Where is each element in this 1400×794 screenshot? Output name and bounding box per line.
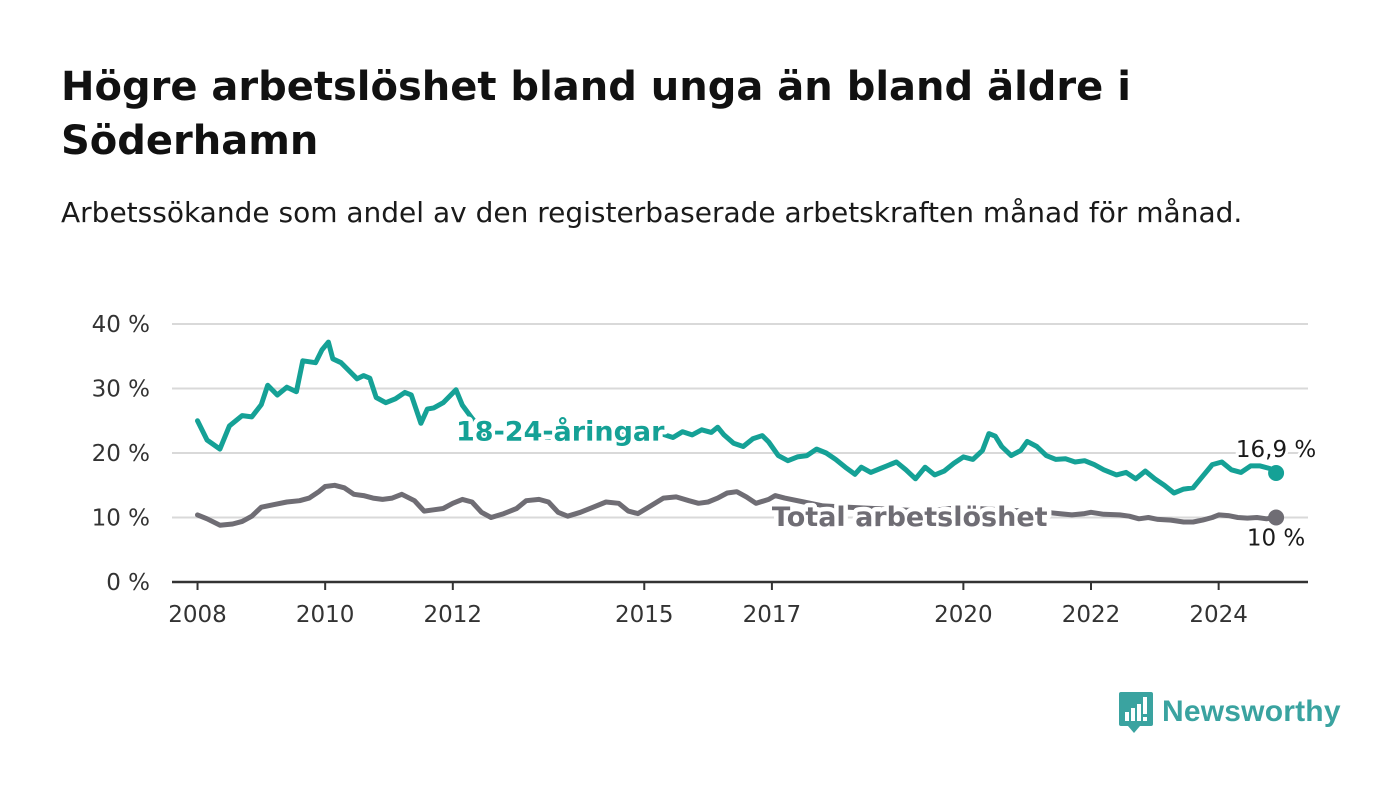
y-tick-label: 30 % — [92, 377, 150, 403]
x-tick-label: 2010 — [296, 602, 355, 628]
y-tick-label: 40 % — [92, 312, 150, 338]
chart-title: Högre arbetslöshet bland unga än bland ä… — [61, 64, 1131, 164]
newsworthy-logo-icon — [1119, 692, 1153, 733]
series-end-point — [1268, 509, 1285, 526]
series-lines — [195, 339, 1285, 528]
x-tick-label: 2020 — [934, 602, 993, 628]
y-tick-label: 0 % — [106, 570, 150, 596]
x-tick-label: 2022 — [1062, 602, 1121, 628]
chart-subtitle: Arbetssökande som andel av den registerb… — [61, 196, 1243, 229]
newsworthy-logo: Newsworthy — [1118, 690, 1341, 734]
grid-lines — [172, 323, 1308, 584]
series-line-youth — [195, 339, 1279, 496]
series-end-label: 10 % — [1247, 526, 1305, 552]
brand-name: Newsworthy — [1162, 695, 1341, 728]
x-tick-label: 2012 — [424, 602, 483, 628]
y-tick-label: 20 % — [92, 441, 150, 467]
x-axis-ticks: 2008 2010 2012 2015 2017 2020 2022 2024 — [168, 582, 1248, 628]
x-tick-label: 2017 — [743, 602, 802, 628]
y-axis-ticks: 0 % 10 % 20 % 30 % 40 % — [92, 312, 150, 596]
x-tick-label: 2024 — [1189, 602, 1248, 628]
series-end-label: 16,9 % — [1236, 437, 1316, 463]
series-end-point — [1268, 464, 1285, 481]
series-labels: 18-24-åringar 16,9 % Total arbetslöshet 10 … — [452, 411, 1320, 555]
x-tick-label: 2008 — [168, 602, 227, 628]
x-tick-label: 2015 — [615, 602, 674, 628]
series-label: Total arbetslöshet — [772, 502, 1048, 533]
series-line-total — [195, 482, 1279, 528]
series-label: 18-24-åringar — [456, 415, 665, 447]
y-tick-label: 10 % — [92, 506, 150, 532]
